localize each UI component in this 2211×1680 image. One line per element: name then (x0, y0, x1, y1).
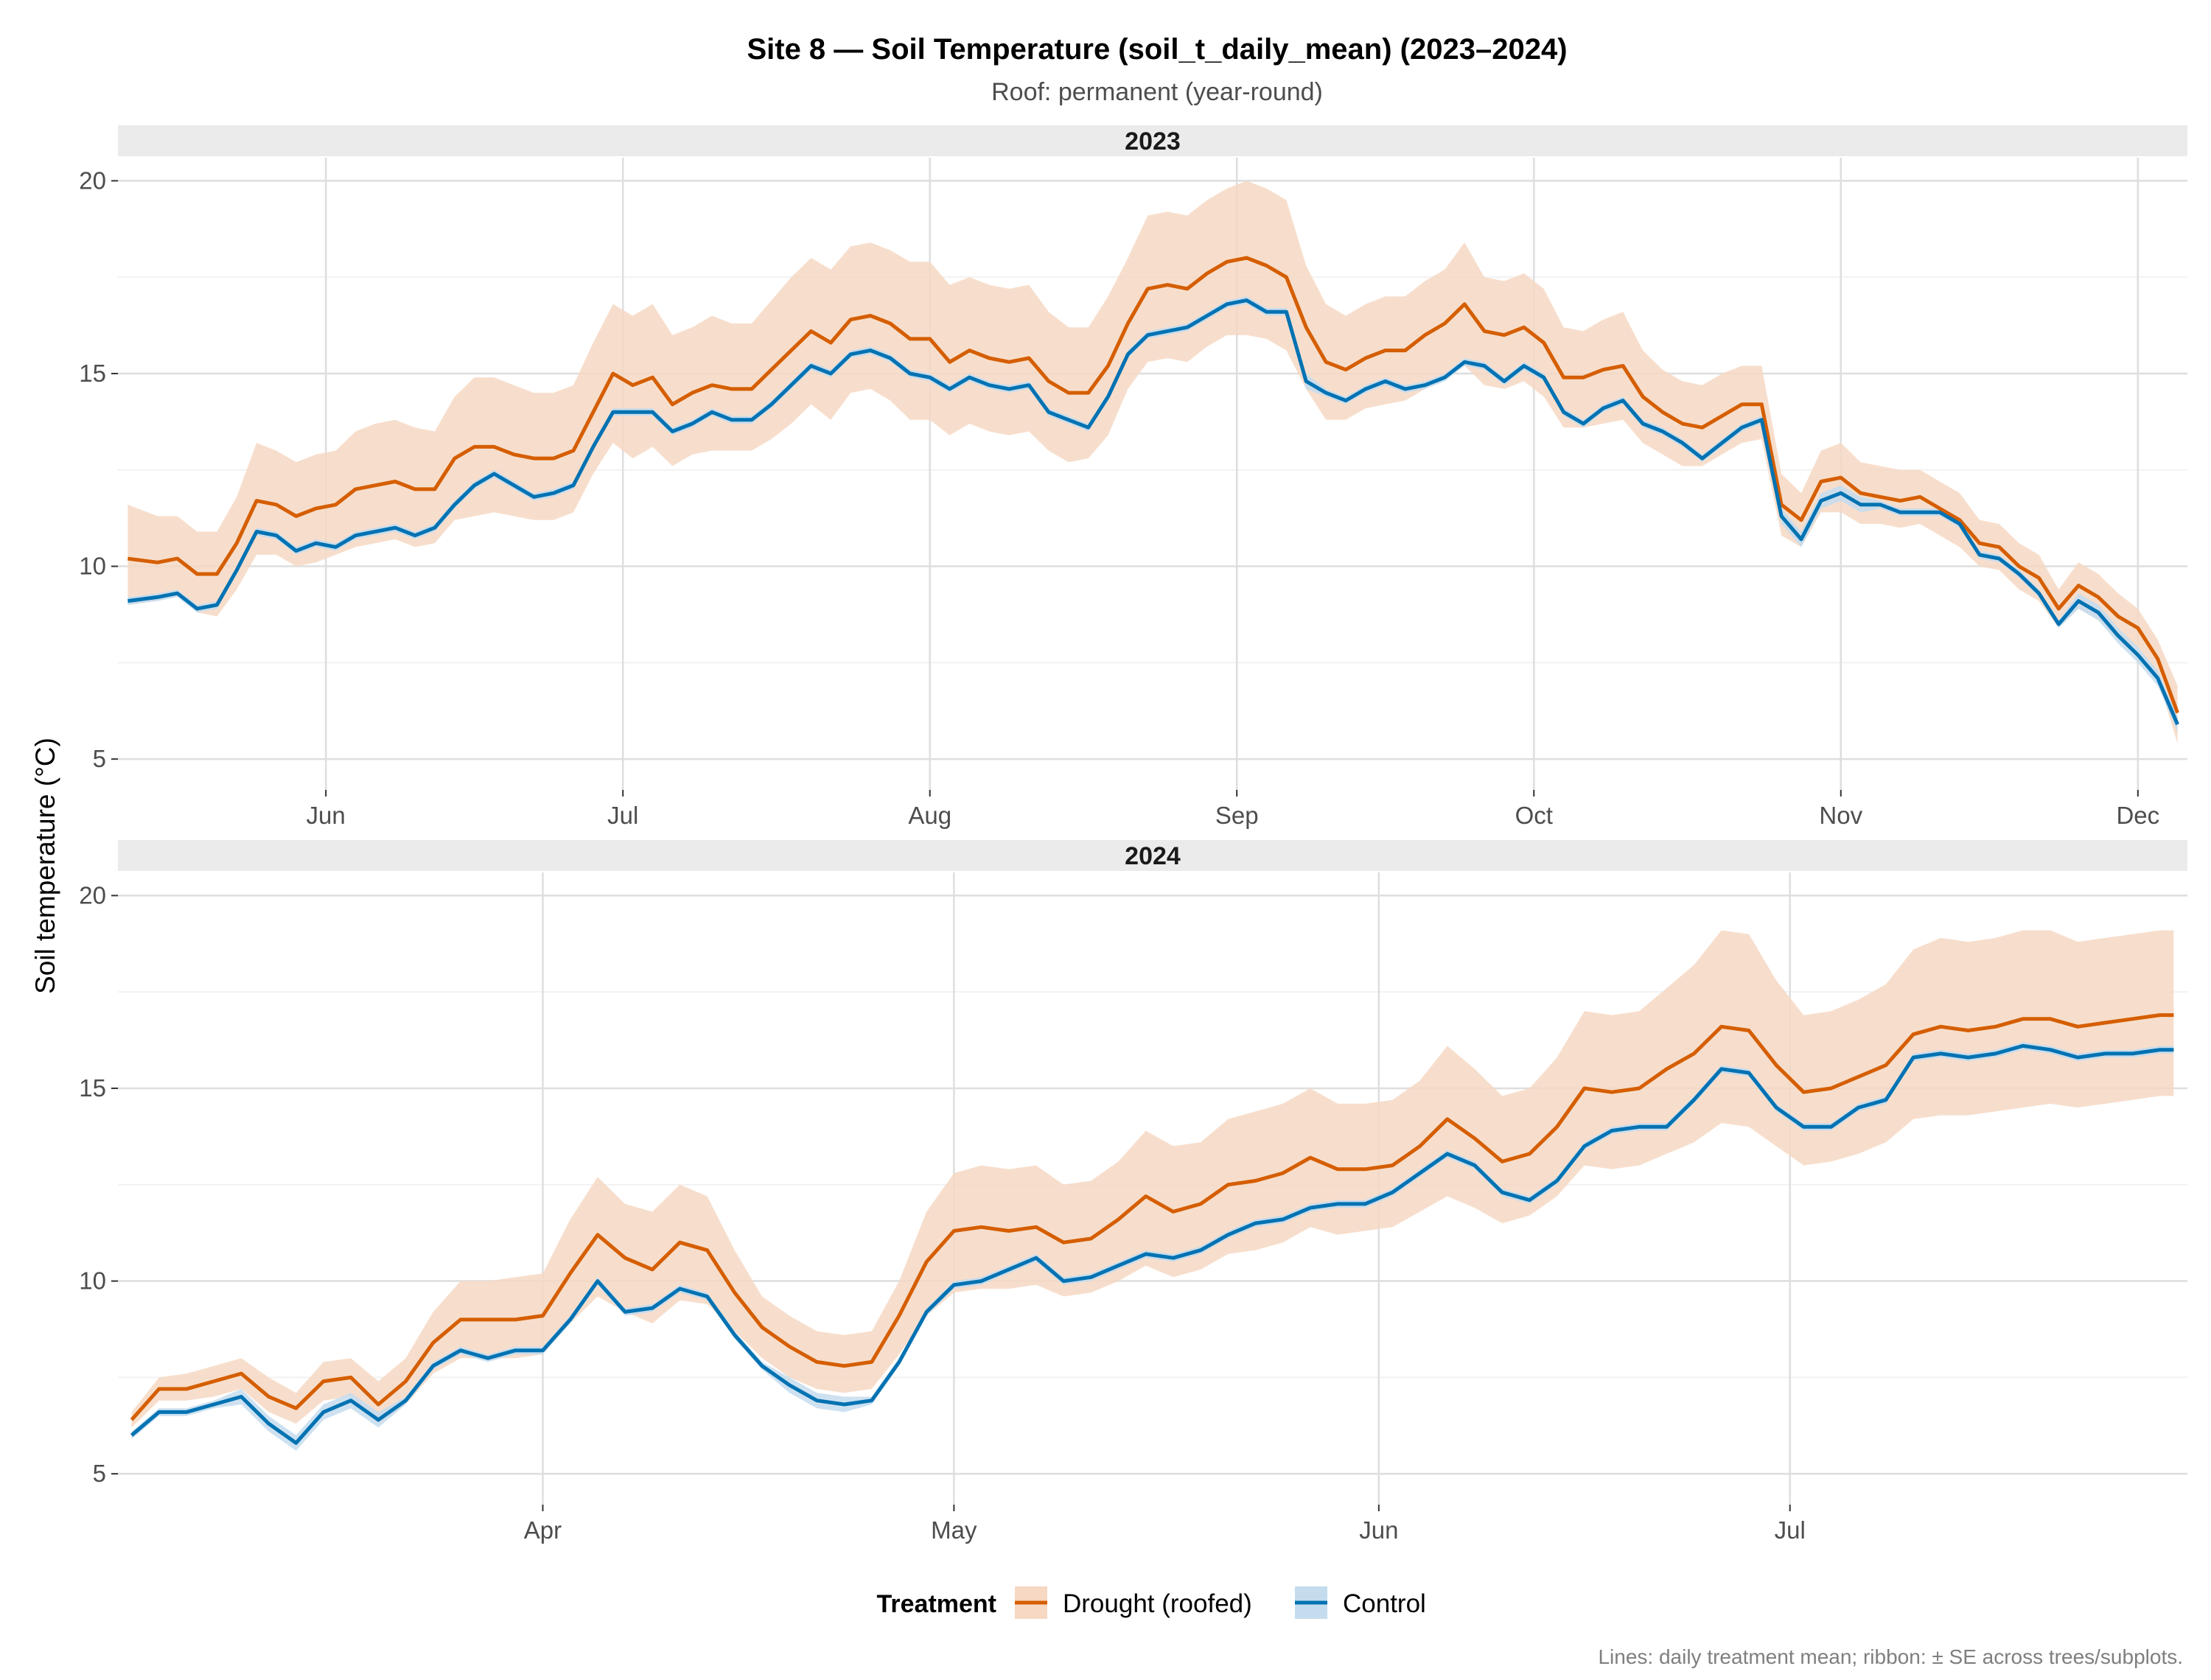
series-line-drought-roofed-2023 (128, 256, 2179, 714)
x-tick-label: Aug (908, 802, 951, 829)
y-tick-label: 20 (79, 167, 106, 194)
x-tick-label: Jul (607, 802, 638, 829)
series-line-drought-roofed-2024 (130, 1013, 2174, 1421)
chart-subtitle: Roof: permanent (year-round) (991, 78, 1323, 106)
x-tick-label: May (931, 1516, 977, 1544)
panels: 2023 5 10 15 20 Jun Jul Aug Sep Oct Nov Dec 2024 5 10 1… (79, 125, 2187, 1544)
x-tick-label: Jul (1775, 1516, 1806, 1544)
x-tick-label: Dec (2116, 802, 2159, 829)
strip-2024 (118, 840, 2187, 871)
y-axis-title: Soil temperature (°C) (30, 738, 60, 994)
x-tick-label: Nov (1819, 802, 1862, 829)
x-tick-label: Sep (1215, 802, 1259, 829)
strip-label-2023: 2023 (1125, 127, 1181, 155)
x-tick-label: Jun (307, 802, 346, 829)
panel-2024: 2024 5 10 15 20 Apr May Jun Jul (79, 840, 2187, 1544)
legend-title: Treatment (877, 1590, 997, 1618)
x-tick-label: Jun (1359, 1516, 1398, 1544)
x-tick-label: Apr (524, 1516, 562, 1544)
legend-label-control: Control (1343, 1589, 1426, 1618)
y-tick-label: 5 (93, 745, 106, 772)
y-tick-label: 10 (79, 1267, 106, 1295)
y-tick-label: 10 (79, 553, 106, 580)
y-tick-label: 20 (79, 881, 106, 909)
y-tick-label: 15 (79, 360, 106, 387)
series-line-control-2024 (130, 1043, 2174, 1445)
y-tick-label: 15 (79, 1074, 106, 1102)
series-line-control-2023 (128, 298, 2179, 726)
legend-label-drought: Drought (roofed) (1063, 1589, 1252, 1618)
x-tick-label: Oct (1515, 802, 1553, 829)
panel-2023: 2023 5 10 15 20 Jun Jul Aug Sep Oct Nov Dec (79, 125, 2187, 829)
legend: Treatment Drought (roofed) Control (877, 1586, 1426, 1619)
ribbon-control-2024 (131, 1042, 2174, 1451)
strip-2023 (118, 125, 2187, 156)
strip-label-2024: 2024 (1125, 842, 1181, 870)
ribbon-drought-roofed-2023 (128, 181, 2178, 744)
y-tick-label: 5 (93, 1460, 106, 1487)
chart-title: Site 8 — Soil Temperature (soil_t_daily_… (747, 33, 1567, 66)
ribbon-drought-roofed-2024 (131, 930, 2174, 1428)
chart-caption: Lines: daily treatment mean; ribbon: ± S… (1598, 1645, 2183, 1668)
